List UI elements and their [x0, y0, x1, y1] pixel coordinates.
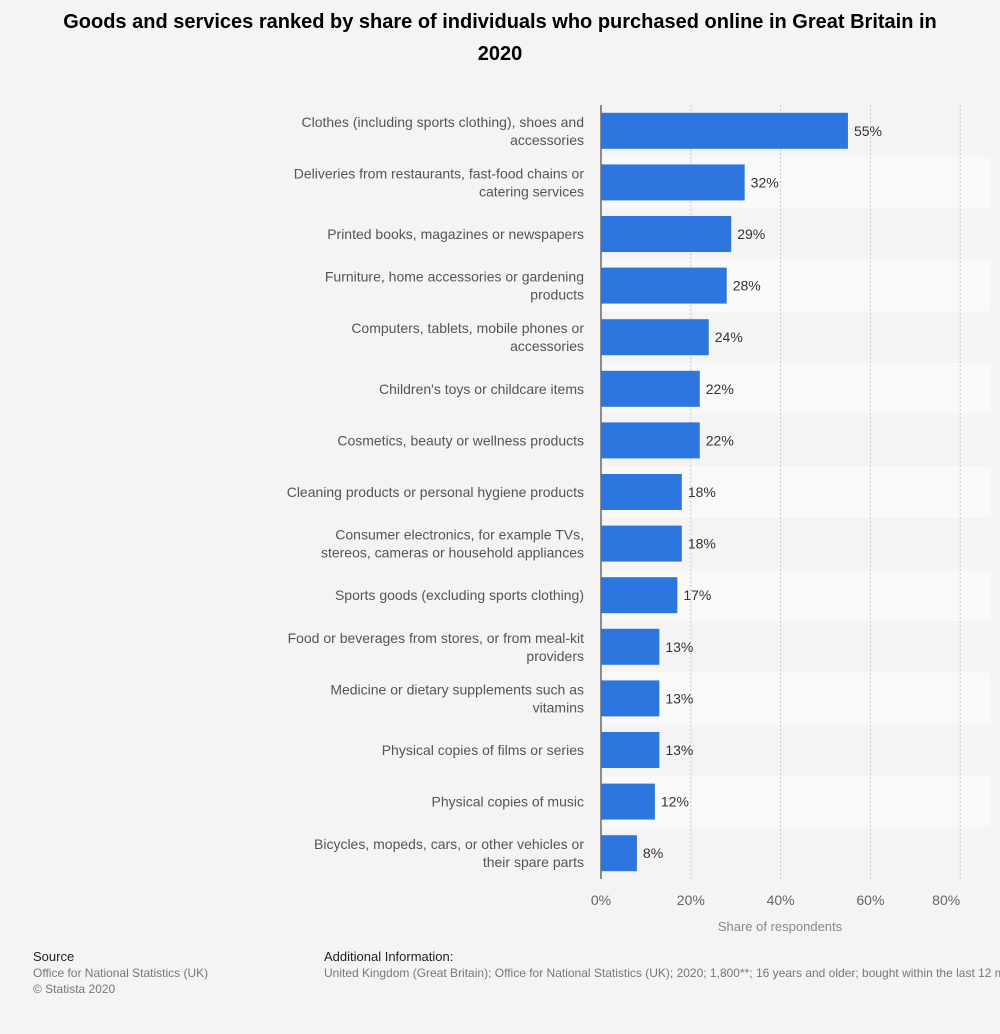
bar	[601, 319, 709, 356]
bar	[601, 835, 637, 872]
bar-chart: 0% 20% 40% 60% 80% Share of respondents 55% Clo…	[286, 105, 991, 934]
bar-value-label: 55%	[854, 123, 882, 139]
category-label: Physical copies of films or series	[382, 742, 584, 758]
category-label: Children's toys or childcare items	[379, 381, 584, 397]
source-text[interactable]: Office for National Statistics (UK)	[33, 966, 209, 980]
bar-value-label: 17%	[683, 587, 711, 603]
category-label: Cleaning products or personal hygiene pr…	[287, 484, 584, 500]
additional-info-block: Additional Information: United Kingdom (…	[324, 949, 1000, 981]
chart-title: Goods and services ranked by share of in…	[63, 11, 937, 65]
row-band	[601, 672, 991, 725]
bar	[601, 732, 660, 768]
x-tick-label: 0%	[591, 892, 611, 908]
bar-value-label: 8%	[643, 845, 663, 861]
category-label: Bicycles, mopeds, cars, or other vehicle…	[314, 836, 584, 870]
bar	[601, 267, 727, 304]
category-label: Furniture, home accessories or gardening…	[325, 269, 584, 303]
bar	[601, 783, 655, 820]
bar	[601, 216, 732, 252]
bar-value-label: 13%	[665, 639, 693, 655]
bar	[601, 474, 682, 510]
bar	[601, 680, 660, 717]
category-label: Food or beverages from stores, or from m…	[288, 630, 585, 664]
bar-value-label: 13%	[665, 742, 693, 758]
source-block: Source Office for National Statistics (U…	[33, 949, 208, 997]
category-label: Clothes (including sports clothing), sho…	[302, 114, 585, 148]
category-label: Computers, tablets, mobile phones or acce…	[351, 320, 584, 354]
bar-value-label: 22%	[706, 432, 734, 448]
bar	[601, 577, 678, 614]
bar	[601, 370, 700, 407]
x-tick-label: 80%	[932, 892, 960, 908]
bar	[601, 422, 700, 459]
bar-value-label: 28%	[733, 278, 761, 294]
additional-info-heading: Additional Information:	[324, 949, 454, 964]
bar-value-label: 12%	[661, 794, 689, 810]
additional-info-text: United Kingdom (Great Britain); Office f…	[324, 966, 1000, 980]
source-heading: Source	[33, 949, 75, 964]
bar-value-label: 24%	[715, 329, 743, 345]
bar	[601, 112, 848, 149]
bar-value-label: 13%	[665, 690, 693, 706]
x-tick-label: 40%	[767, 892, 795, 908]
category-label: Printed books, magazines or newspapers	[327, 226, 584, 242]
category-label: Sports goods (excluding sports clothing)	[335, 587, 584, 603]
bar	[601, 164, 745, 201]
bar-value-label: 22%	[706, 381, 734, 397]
bar	[601, 628, 660, 665]
x-tick-label: 20%	[677, 892, 705, 908]
bar-value-label: 29%	[737, 226, 765, 242]
x-axis-title: Share of respondents	[718, 919, 843, 934]
bar-value-label: 32%	[751, 174, 779, 190]
category-label: Deliveries from restaurants, fast-food c…	[294, 165, 585, 199]
bar	[601, 525, 682, 562]
copyright-text: © Statista 2020	[33, 982, 116, 996]
category-label: Medicine or dietary supplements such as v…	[330, 681, 584, 715]
bar-value-label: 18%	[688, 484, 716, 500]
category-label: Consumer electronics, for example TVs, st…	[321, 527, 584, 561]
row-band	[601, 775, 991, 828]
category-label: Physical copies of music	[431, 794, 584, 810]
category-label: Cosmetics, beauty or wellness products	[337, 432, 584, 448]
x-tick-label: 60%	[856, 892, 884, 908]
bar-value-label: 18%	[688, 536, 716, 552]
